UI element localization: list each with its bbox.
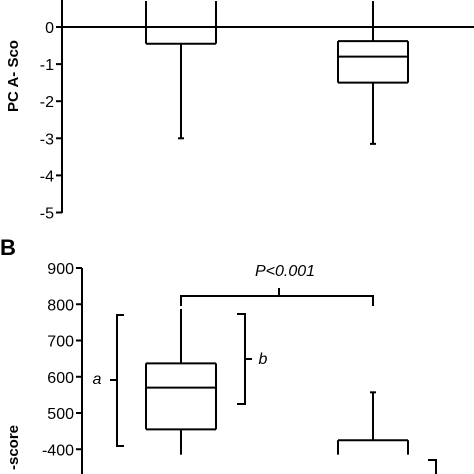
bracket-a (110, 314, 124, 447)
y-tick-label: 900 (47, 261, 74, 278)
y-tick-label: -1 (40, 57, 54, 74)
p-value-annotation: P<0.001 (255, 263, 315, 280)
y-tick-label: 600 (47, 370, 74, 387)
panel-a-ylabel: PC A- Sco (5, 40, 22, 112)
bracket-b-label: b (259, 351, 268, 368)
y-tick-label: 800 (47, 297, 74, 314)
y-tick-label: 500 (47, 406, 74, 423)
y-tick-label: -3 (40, 131, 54, 148)
y-tick-label: -5 (40, 206, 54, 223)
panel-b-chart: -score P<0.001 a b 900 800 700 600 500 -400 (5, 261, 437, 474)
bracket-partial (428, 459, 437, 474)
y-tick-label: 700 (47, 334, 74, 351)
y-tick-label: -4 (40, 168, 54, 185)
bracket-b (237, 313, 252, 405)
panel-a-chart: PC A- Sco 0 -1 -2 -3 -4 -5 (5, 0, 474, 223)
y-tick-label: -400 (42, 442, 74, 459)
panel-b-ylabel: -score (5, 425, 22, 470)
y-tick-label: -2 (40, 94, 54, 111)
y-tick-label: 0 (45, 20, 54, 37)
bracket-a-label: a (93, 371, 102, 388)
p-value-bracket (180, 288, 374, 306)
panel-b-label: B (0, 235, 16, 260)
